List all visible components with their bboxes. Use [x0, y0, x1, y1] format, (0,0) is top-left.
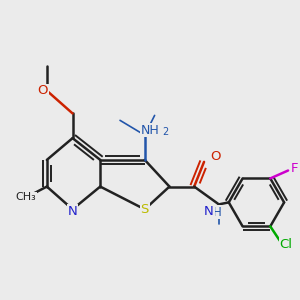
Text: 2: 2	[162, 127, 169, 137]
Text: O: O	[38, 84, 48, 97]
Text: CH₃: CH₃	[16, 193, 37, 202]
Text: H: H	[212, 206, 221, 219]
Text: Cl: Cl	[280, 238, 292, 251]
Text: N: N	[68, 205, 77, 218]
Text: O: O	[211, 150, 221, 164]
Text: F: F	[290, 162, 298, 175]
Text: N: N	[204, 205, 214, 218]
Text: S: S	[140, 203, 149, 216]
Text: NH: NH	[140, 124, 159, 137]
